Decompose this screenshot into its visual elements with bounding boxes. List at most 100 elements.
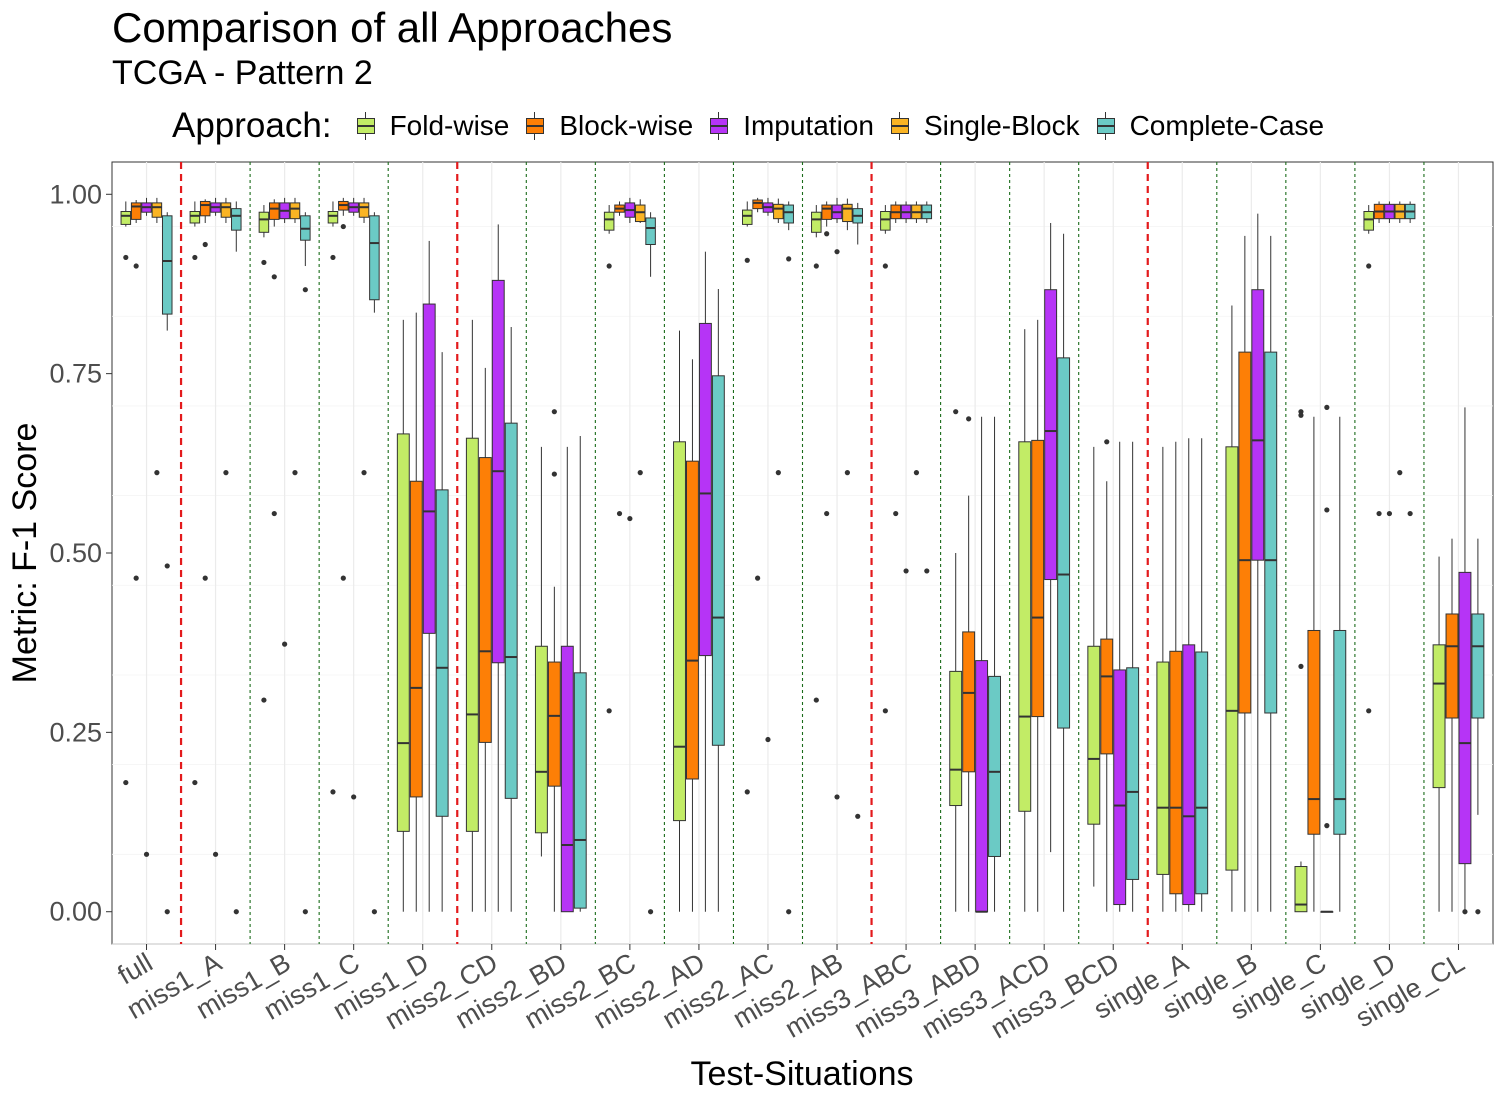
box-imputation — [1113, 669, 1127, 906]
box-imputation — [698, 322, 712, 657]
box-block-wise — [409, 480, 423, 798]
box-group-miss3_BCD — [1087, 439, 1140, 912]
box-fold-wise — [1363, 211, 1374, 231]
outlier-point — [775, 470, 781, 476]
box-fold-wise — [1087, 645, 1101, 825]
box-block-wise — [269, 202, 280, 220]
box-block-wise — [199, 200, 211, 217]
box-group-single_A — [1156, 438, 1209, 912]
outlier-point — [606, 263, 612, 269]
outlier-point — [143, 851, 150, 857]
box-fold-wise — [880, 211, 891, 231]
outlier-point — [271, 510, 277, 517]
outlier-point — [551, 471, 557, 477]
box-block-wise — [1031, 439, 1045, 718]
box-complete-case — [504, 422, 518, 799]
box-complete-case — [711, 375, 725, 746]
box-complete-case — [1333, 629, 1347, 835]
outlier-point — [133, 575, 139, 581]
y-tick-label: 0.00 — [49, 897, 102, 927]
box-complete-case — [645, 217, 656, 246]
box-group-miss1_A — [189, 197, 242, 915]
outlier-point — [1376, 510, 1382, 517]
outlier-point — [133, 263, 139, 269]
box-block-wise — [1169, 650, 1183, 895]
outlier-point — [1298, 409, 1304, 415]
outlier-point — [882, 708, 888, 714]
legend-title: Approach: — [172, 106, 332, 145]
outlier-point — [966, 416, 972, 422]
box-group-miss2_AD — [673, 251, 725, 912]
box-complete-case — [231, 208, 242, 231]
outlier-point — [647, 909, 654, 915]
outlier-point — [271, 274, 277, 280]
box-single-block — [151, 202, 163, 218]
box-group-miss3_ACD — [1018, 222, 1071, 912]
box-group-single_C — [1294, 404, 1347, 913]
outlier-point — [361, 470, 367, 476]
outlier-point — [924, 568, 930, 574]
outlier-point — [893, 510, 899, 517]
box-complete-case — [1126, 667, 1140, 880]
box-fold-wise — [534, 645, 548, 834]
outlier-point — [1324, 507, 1330, 513]
box-single-block — [634, 204, 646, 223]
box-group-miss2_BD — [534, 409, 587, 913]
outlier-point — [212, 851, 219, 857]
outlier-point — [261, 697, 267, 703]
outlier-point — [192, 779, 198, 786]
box-group-miss2_BC — [603, 197, 656, 915]
outlier-point — [154, 470, 160, 476]
box-complete-case — [161, 215, 173, 315]
outlier-point — [340, 223, 346, 230]
box-complete-case — [988, 675, 1002, 857]
outlier-point — [292, 470, 298, 476]
legend-item-imputation: Imputation — [709, 110, 874, 142]
legend: Approach: Fold-wise Block-wise Imputatio… — [172, 104, 1340, 148]
legend-key-block-wise — [525, 112, 545, 140]
box-fold-wise — [327, 211, 339, 224]
legend-label: Imputation — [743, 110, 874, 141]
outlier-point — [744, 257, 750, 263]
outlier-point — [1475, 909, 1481, 915]
box-group-miss2_CD — [465, 224, 518, 912]
box-fold-wise — [189, 211, 201, 224]
outlier-point — [913, 470, 920, 476]
box-group-single_D — [1363, 201, 1416, 714]
outlier-point — [765, 736, 771, 743]
box-layer — [120, 197, 1485, 915]
y-axis: 0.00 0.25 0.50 0.75 1.00 — [49, 179, 112, 927]
box-group-miss2_AC — [741, 197, 794, 915]
legend-key-fold-wise — [356, 112, 376, 140]
outlier-point — [1324, 404, 1330, 410]
outlier-point — [1386, 510, 1393, 517]
box-imputation — [1182, 644, 1196, 906]
box-group-miss1_D — [396, 240, 449, 912]
box-imputation — [422, 303, 436, 634]
outlier-point — [744, 789, 750, 795]
box-fold-wise — [120, 211, 132, 225]
outlier-point — [1298, 663, 1304, 669]
outlier-point — [834, 249, 840, 255]
box-group-single_B — [1225, 213, 1278, 912]
outlier-point — [882, 263, 888, 269]
chart-subtitle: TCGA - Pattern 2 — [112, 54, 373, 92]
legend-item-complete-case: Complete-Case — [1096, 110, 1324, 142]
box-fold-wise — [1018, 441, 1032, 812]
legend-key-complete-case — [1096, 112, 1116, 140]
box-single-block — [358, 202, 370, 218]
outlier-point — [637, 470, 643, 476]
outlier-point — [1366, 263, 1372, 269]
outlier-point — [824, 510, 830, 517]
y-tick-label: 0.25 — [49, 717, 102, 747]
box-block-wise — [130, 202, 142, 220]
box-complete-case — [573, 672, 587, 909]
box-fold-wise — [1225, 446, 1239, 871]
box-fold-wise — [673, 441, 686, 822]
box-imputation — [975, 660, 989, 913]
outlier-point — [164, 909, 170, 915]
outlier-point — [351, 794, 357, 800]
chart-title: Comparison of all Approaches — [112, 4, 673, 51]
legend-label: Fold-wise — [389, 110, 510, 141]
